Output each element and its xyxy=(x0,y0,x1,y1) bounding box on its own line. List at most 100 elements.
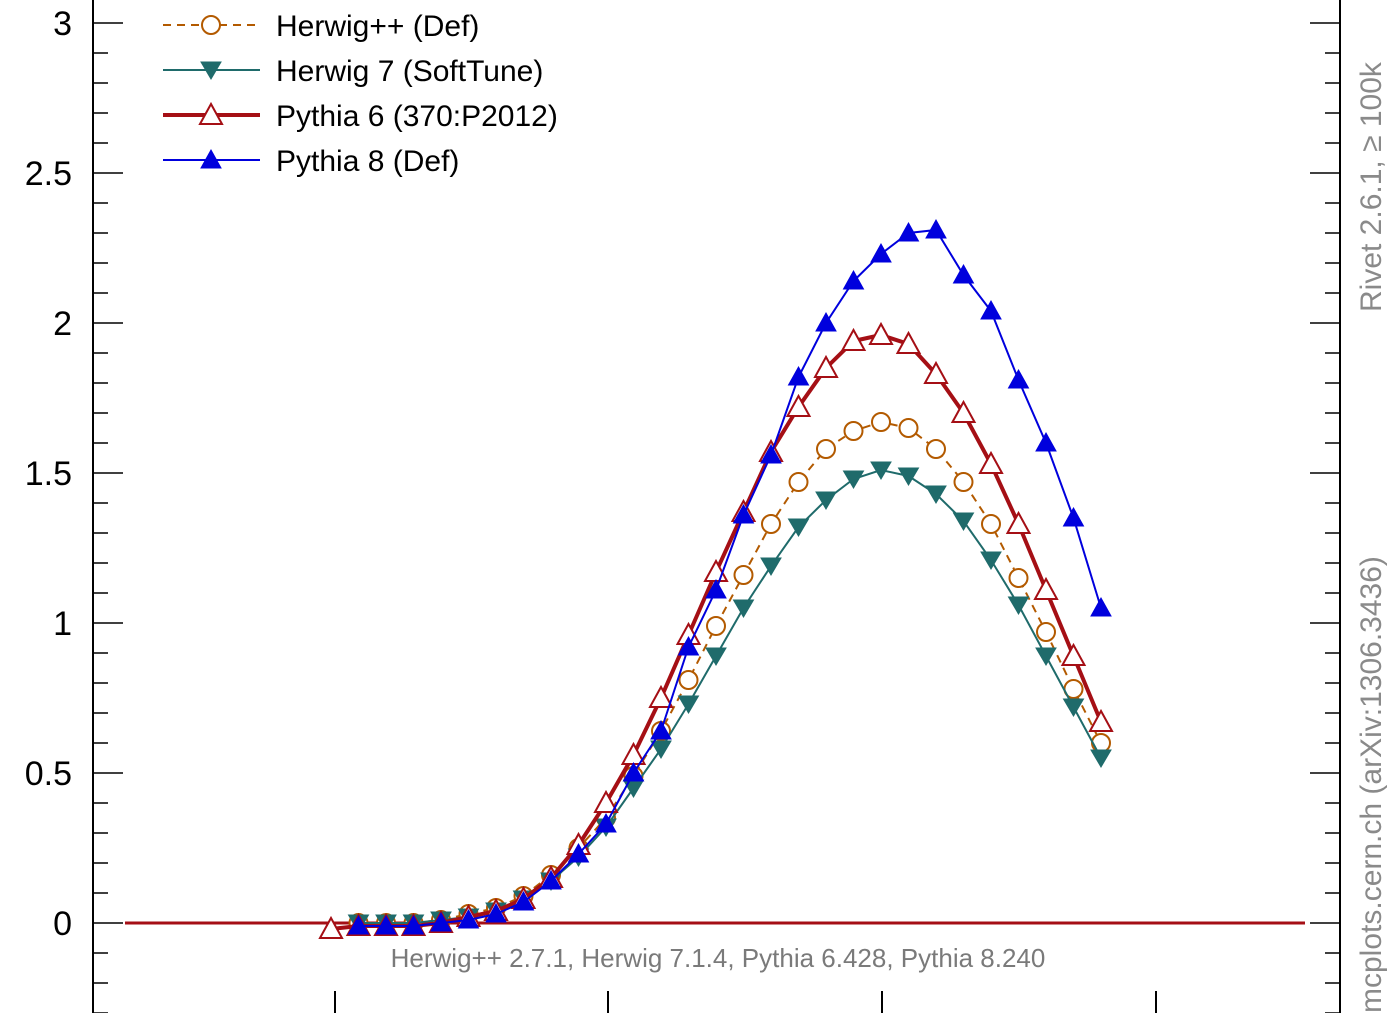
data-point xyxy=(1035,431,1057,452)
data-point xyxy=(925,218,947,239)
data-point xyxy=(485,902,507,923)
data-point xyxy=(816,439,836,459)
data-point xyxy=(1007,596,1030,615)
x-axis-ticks xyxy=(334,991,1157,1013)
plot-frame xyxy=(92,0,1341,1013)
data-point xyxy=(593,789,619,813)
legend-label: Herwig++ (Def) xyxy=(276,10,479,43)
data-point xyxy=(815,491,837,510)
data-point xyxy=(1062,506,1085,527)
data-point xyxy=(842,269,865,290)
data-point xyxy=(950,399,977,423)
data-point xyxy=(1033,576,1059,600)
legend-swatch-marker xyxy=(200,61,222,80)
y-tick-label: 3 xyxy=(53,5,72,43)
data-point xyxy=(375,914,397,935)
data-point xyxy=(980,551,1002,570)
data-point xyxy=(1060,642,1087,666)
data-point xyxy=(868,321,894,345)
y-tick-label: 0 xyxy=(53,905,72,943)
data-point xyxy=(1091,733,1111,753)
data-point xyxy=(981,514,1001,534)
data-point xyxy=(1062,698,1085,717)
legend-label: Pythia 6 (370:P2012) xyxy=(276,100,558,133)
data-point xyxy=(923,360,949,384)
data-point xyxy=(678,670,699,690)
data-point xyxy=(952,512,975,531)
legend-swatch-marker xyxy=(200,148,222,169)
data-point xyxy=(1005,510,1032,534)
generator-versions-label: Herwig++ 2.7.1, Herwig 7.1.4, Pythia 6.4… xyxy=(391,943,1046,973)
legend-swatch-marker xyxy=(201,15,221,35)
data-point xyxy=(1007,368,1030,389)
data-point xyxy=(706,616,726,636)
y-tick-label: 1 xyxy=(53,605,72,643)
data-point xyxy=(760,557,782,576)
data-point xyxy=(567,842,590,863)
source-citation-label: mcplots.cern.ch (arXiv:1306.3436) xyxy=(1355,556,1388,1013)
data-point xyxy=(760,443,782,464)
data-point xyxy=(952,263,975,284)
data-point xyxy=(402,914,425,935)
data-point xyxy=(1036,622,1056,642)
legend-label: Herwig 7 (SoftTune) xyxy=(276,55,543,88)
data-point xyxy=(732,599,755,618)
y-tick-label: 1.5 xyxy=(25,455,72,493)
series-0 xyxy=(348,412,1111,933)
data-point xyxy=(813,354,839,378)
data-point xyxy=(840,327,867,351)
data-point xyxy=(1088,708,1114,732)
data-point xyxy=(978,450,1004,474)
data-point xyxy=(347,914,370,935)
series-3 xyxy=(347,218,1112,935)
data-point xyxy=(677,695,700,714)
data-point xyxy=(705,647,727,666)
data-point xyxy=(926,439,946,459)
data-point xyxy=(843,421,864,441)
y-axis-ticks: 3 2.5 2 1.5 1 0.5 0 xyxy=(25,5,1340,1013)
data-point xyxy=(648,684,674,708)
data-point xyxy=(980,299,1002,320)
data-point xyxy=(787,518,810,537)
data-point xyxy=(512,890,535,911)
data-point xyxy=(318,915,344,939)
data-point xyxy=(650,719,672,740)
data-point xyxy=(595,812,617,833)
data-point xyxy=(815,311,837,332)
rivet-version-label: Rivet 2.6.1, ≥ 100k xyxy=(1355,61,1388,312)
data-point xyxy=(677,635,700,656)
series-line xyxy=(358,228,1102,927)
data-point xyxy=(870,242,892,263)
data-point xyxy=(897,467,920,486)
data-point xyxy=(953,472,974,492)
data-point xyxy=(705,578,727,599)
data-point xyxy=(1008,568,1029,588)
data-point xyxy=(650,740,672,759)
data-point xyxy=(785,393,812,417)
legend-swatch-marker xyxy=(198,101,224,125)
data-point xyxy=(787,365,810,386)
data-point xyxy=(1090,749,1112,768)
legend-label: Pythia 8 (Def) xyxy=(276,145,459,178)
data-point xyxy=(1090,596,1112,617)
series-group xyxy=(318,218,1114,939)
series-line xyxy=(358,420,1102,924)
data-point xyxy=(1035,647,1057,666)
data-point xyxy=(622,761,645,782)
data-point xyxy=(733,565,754,585)
y-tick-label: 0.5 xyxy=(25,755,72,793)
data-point xyxy=(925,485,947,504)
data-point xyxy=(788,472,809,492)
data-point xyxy=(842,470,865,489)
y-tick-label: 2.5 xyxy=(25,155,72,193)
data-point xyxy=(870,461,892,480)
data-point xyxy=(540,869,562,890)
data-point xyxy=(871,412,891,432)
data-point xyxy=(897,221,920,242)
data-point xyxy=(732,503,755,524)
data-point xyxy=(622,779,645,798)
data-point xyxy=(761,514,781,534)
legend: Herwig++ (Def) Herwig 7 (SoftTune) Pythia … xyxy=(163,10,558,178)
data-point xyxy=(898,418,919,438)
